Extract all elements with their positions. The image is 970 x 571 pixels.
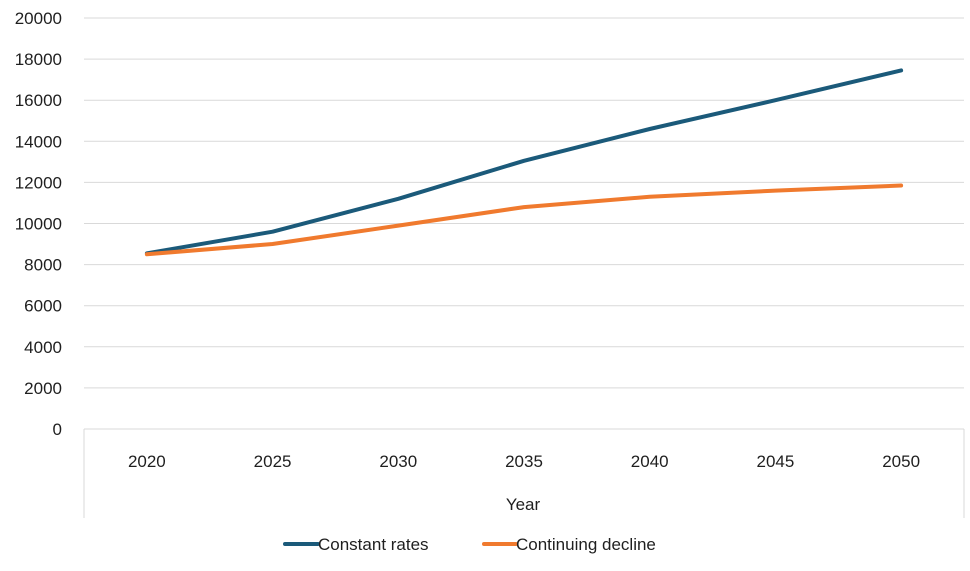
y-tick-label: 6000 (24, 297, 62, 316)
x-tick-label: 2020 (128, 452, 166, 471)
legend: Constant rates Continuing decline (285, 535, 656, 554)
y-tick-label: 12000 (15, 173, 62, 192)
y-tick-label: 16000 (15, 91, 62, 110)
series-line-constant-rates (147, 70, 901, 253)
x-tick-label: 2035 (505, 452, 543, 471)
series-lines (147, 70, 901, 254)
x-tick-label: 2045 (757, 452, 795, 471)
y-tick-label: 20000 (15, 9, 62, 28)
y-tick-label: 8000 (24, 256, 62, 275)
x-axis-ticks: 2020 2025 2030 2035 2040 2045 2050 (128, 452, 920, 471)
y-tick-label: 2000 (24, 379, 62, 398)
x-tick-label: 2025 (254, 452, 292, 471)
gridlines (84, 18, 964, 388)
x-tick-label: 2030 (379, 452, 417, 471)
x-tick-label: 2050 (882, 452, 920, 471)
y-tick-label: 18000 (15, 50, 62, 69)
x-axis-title: Year (506, 495, 541, 514)
y-tick-label: 10000 (15, 215, 62, 234)
series-line-continuing-decline (147, 186, 901, 255)
y-tick-label: 0 (53, 420, 62, 439)
x-tick-label: 2040 (631, 452, 669, 471)
y-tick-label: 4000 (24, 338, 62, 357)
legend-label: Constant rates (318, 535, 429, 554)
legend-label: Continuing decline (516, 535, 656, 554)
y-tick-label: 14000 (15, 132, 62, 151)
y-axis-ticks: 0 2000 4000 6000 8000 10000 12000 14000 16000 180… (15, 9, 62, 439)
